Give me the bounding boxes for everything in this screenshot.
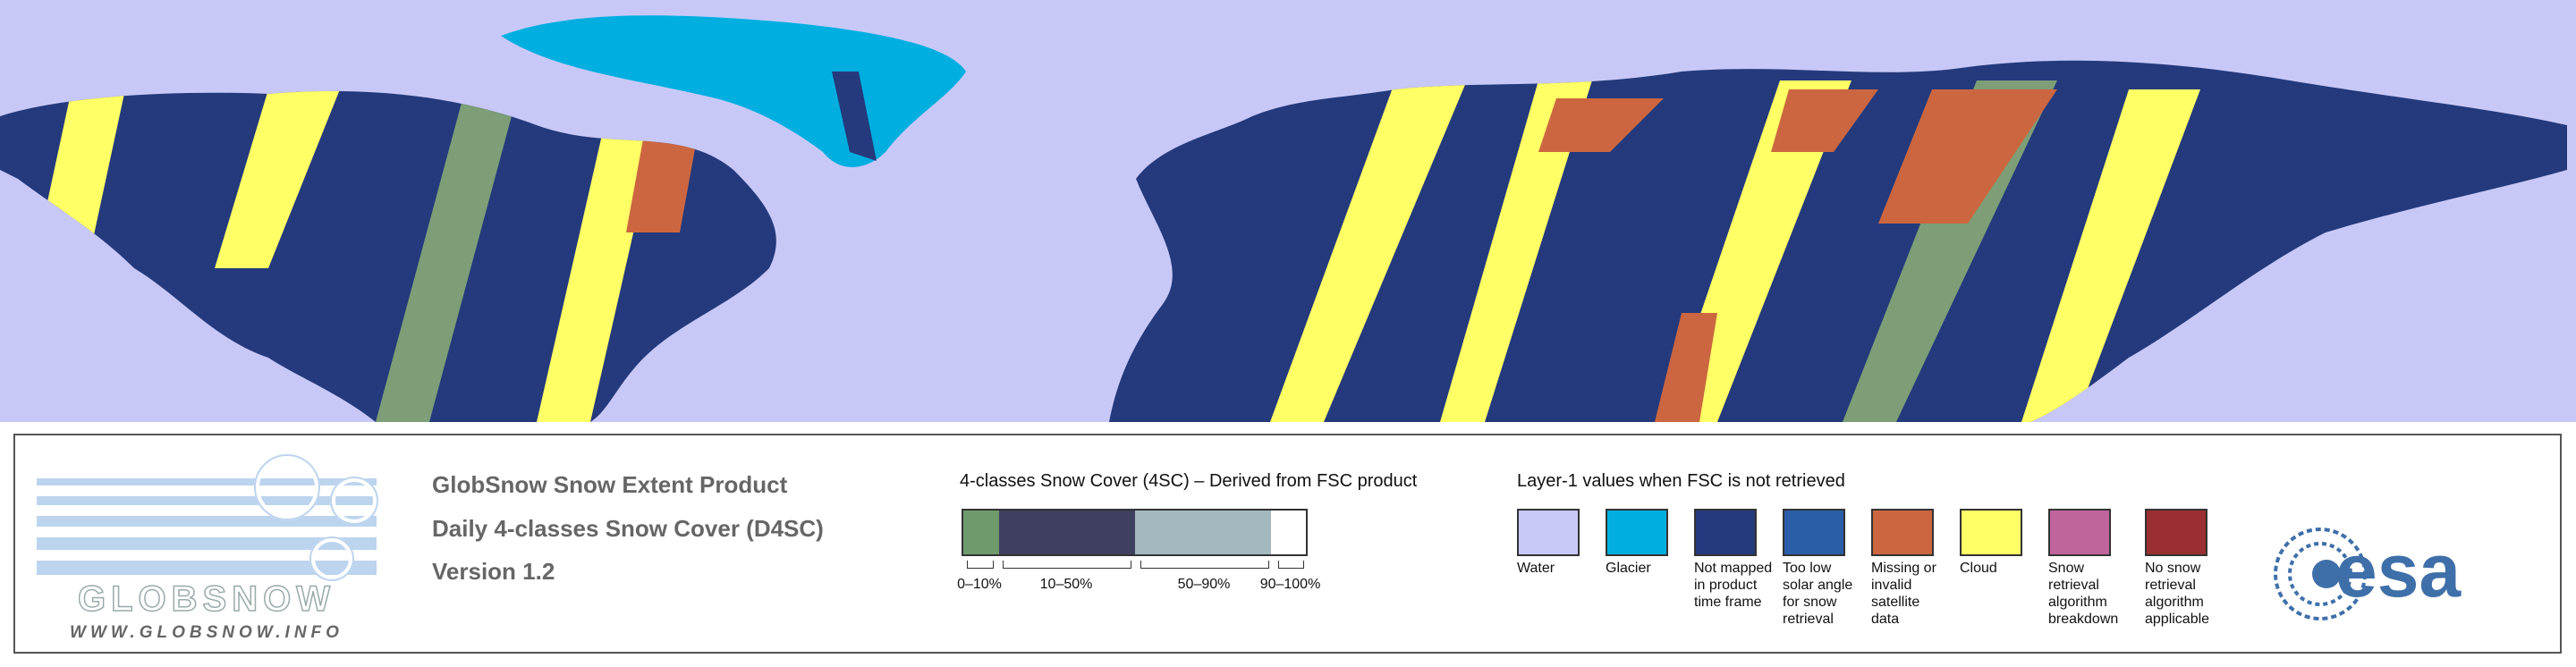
- globsnow-logo: GLOBSNOW WWW.GLOBSNOW.INFO: [37, 454, 378, 642]
- scale-segment: [1135, 511, 1272, 554]
- legend-item: Missing or invalid satellite data: [1871, 509, 1957, 628]
- legend-label: Not mapped in product time frame: [1694, 561, 1773, 610]
- map: [0, 0, 2576, 422]
- scale-bar: [962, 509, 1308, 556]
- legend-label: Snow retrieval algorithm breakdown: [2048, 561, 2119, 627]
- legend-label: Cloud: [1960, 561, 1997, 576]
- legend-swatch: [1960, 509, 2022, 556]
- scale-segment: [963, 511, 999, 554]
- legend-label: No snow retrieval algorithm applicable: [2145, 561, 2210, 627]
- legend-item: Water: [1517, 509, 1603, 577]
- scale-segment: [998, 511, 1135, 554]
- product-title: GlobSnow Snow Extent Product: [432, 471, 788, 498]
- greenland-unmapped: [832, 72, 877, 161]
- legend-label: Water: [1517, 561, 1555, 576]
- legend-label: Missing or invalid satellite data: [1871, 561, 1936, 627]
- legend-swatch: [2145, 509, 2207, 556]
- legend-item: Too low solar angle for snow retrieval: [1783, 509, 1868, 628]
- logo-name: GLOBSNOW: [78, 579, 335, 619]
- legend-swatch: [1606, 509, 1668, 556]
- product-subtitle: Daily 4-classes Snow Cover (D4SC): [432, 515, 824, 542]
- legend-item: Not mapped in product time frame: [1694, 509, 1780, 611]
- scale-segment: [1271, 511, 1306, 554]
- legend-title: Layer-1 values when FSC is not retrieved: [1517, 471, 1845, 491]
- legend-swatch: [1694, 509, 1757, 556]
- scale-bracket: [1003, 561, 1131, 569]
- scale-label: 50–90%: [1177, 577, 1231, 592]
- scale-label: 10–50%: [1039, 577, 1093, 592]
- legend-swatch: [1517, 509, 1580, 556]
- legend-item: Snow retrieval algorithm breakdown: [2048, 509, 2134, 628]
- legend-item: No snow retrieval algorithm applicable: [2145, 509, 2231, 628]
- scale-title: 4-classes Snow Cover (4SC) – Derived fro…: [960, 471, 1418, 491]
- land: [0, 60, 2567, 422]
- legend-label: Glacier: [1606, 561, 1651, 576]
- esa-name: esa: [2335, 528, 2462, 612]
- scale-bracket: [1278, 561, 1304, 569]
- legend-swatch: [1871, 509, 1934, 556]
- esa-logo: esa: [2274, 528, 2462, 621]
- scale-bracket: [967, 561, 994, 569]
- scale-label: 90–100%: [1259, 577, 1321, 592]
- legend-panel: GLOBSNOW WWW.GLOBSNOW.INFO GlobSnow Snow…: [13, 434, 2562, 654]
- legend-swatch: [1783, 509, 1845, 556]
- product-version: Version 1.2: [432, 558, 555, 585]
- scale-label: 0–10%: [957, 577, 1002, 592]
- legend-label: Too low solar angle for snow retrieval: [1783, 561, 1853, 627]
- scale-bracket: [1140, 561, 1269, 569]
- legend-item: Cloud: [1960, 509, 2046, 577]
- legend-item: Glacier: [1606, 509, 1691, 577]
- logo-url: WWW.GLOBSNOW.INFO: [70, 623, 343, 642]
- legend-swatch: [2048, 509, 2111, 556]
